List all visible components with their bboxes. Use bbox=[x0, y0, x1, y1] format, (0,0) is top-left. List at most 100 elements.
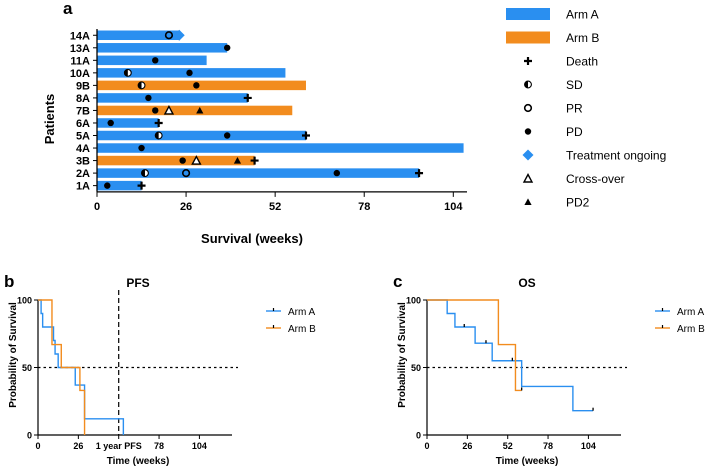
os-curve-arm-a bbox=[427, 299, 594, 412]
bar-3b bbox=[97, 155, 255, 166]
pfs-x-axis-label: Time (weeks) bbox=[107, 456, 170, 467]
x-tick-label-104: 104 bbox=[444, 201, 463, 213]
legend-ongoing-symbol bbox=[522, 149, 534, 161]
pfs-x-tick-label-104: 104 bbox=[192, 441, 207, 451]
panel-label-c: c bbox=[393, 272, 402, 291]
x-tick-label-0: 0 bbox=[94, 201, 100, 213]
event-pd2-3b bbox=[233, 156, 242, 164]
os-y-tick-label-100: 100 bbox=[406, 296, 421, 306]
legend-ongoing-label: Treatment ongoing bbox=[566, 149, 666, 163]
patient-label-11a: 11A bbox=[70, 55, 90, 67]
event-pd-1a bbox=[104, 182, 111, 189]
os-x-tick-label-0: 0 bbox=[424, 441, 429, 451]
patient-label-4a: 4A bbox=[76, 143, 90, 155]
patient-label-9b: 9B bbox=[76, 80, 90, 92]
event-sd-2a-half bbox=[141, 169, 145, 177]
swimmer-y-axis-label: Patients bbox=[42, 94, 57, 145]
pfs-panel: b PFS Probability of Survival Time (week… bbox=[4, 272, 316, 467]
os-y-tick-label-50: 50 bbox=[411, 363, 421, 373]
os-legend-label-arm-b: Arm B bbox=[677, 324, 705, 335]
legend-sd-symbol-half bbox=[524, 81, 528, 88]
event-pd-9b bbox=[193, 82, 200, 89]
pfs-y-tick-label-50: 50 bbox=[22, 363, 32, 373]
event-death-5a bbox=[301, 131, 310, 140]
event-pr-2a bbox=[181, 168, 191, 178]
pfs-plot: 0 50 100 0 26 1 year PFS 78 104 Arm A Arm B bbox=[17, 290, 316, 451]
event-pd-2a bbox=[333, 169, 341, 177]
os-y-axis-label: Probability of Survival bbox=[397, 302, 408, 408]
os-x-tick-label-52: 52 bbox=[503, 441, 513, 451]
event-pd-5a bbox=[223, 132, 231, 139]
swimmer-events bbox=[104, 29, 424, 190]
pfs-y-tick-label-100: 100 bbox=[17, 296, 32, 306]
os-x-axis-label: Time (weeks) bbox=[496, 456, 559, 467]
event-crossover-3b bbox=[191, 155, 202, 165]
swimmer-x-axis-label: Survival (weeks) bbox=[201, 231, 303, 246]
legend-arm_a-swatch bbox=[506, 8, 550, 20]
event-death-3b bbox=[250, 156, 259, 165]
swimmer-axes: 0 26 52 78 104 bbox=[93, 29, 467, 213]
patient-label-1a: 1A bbox=[76, 181, 90, 193]
bar-1a bbox=[97, 180, 142, 191]
os-title: OS bbox=[518, 276, 535, 290]
patient-label-7b: 7B bbox=[76, 105, 90, 117]
pfs-y-tick-label-0: 0 bbox=[27, 431, 32, 441]
legend-pd-symbol bbox=[524, 128, 532, 135]
event-pd-4a bbox=[138, 144, 145, 152]
bar-13a bbox=[97, 43, 228, 53]
legend-sd-label: SD bbox=[566, 78, 583, 92]
x-tick-label-52: 52 bbox=[269, 201, 281, 213]
bar-6a bbox=[97, 118, 159, 128]
event-sd-5a-half bbox=[155, 132, 159, 139]
panel-label-a: a bbox=[63, 0, 73, 18]
patient-label-13a: 13A bbox=[70, 43, 90, 55]
pfs-x-tick-label-0: 0 bbox=[35, 441, 40, 451]
os-y-tick-label-0: 0 bbox=[416, 431, 421, 441]
os-panel: c OS Probability of Survival Time (weeks… bbox=[393, 272, 705, 467]
bar-2a bbox=[97, 168, 420, 178]
event-pd-3b bbox=[179, 157, 186, 164]
pfs-x-tick-label-1-year-pfs: 1 year PFS bbox=[96, 441, 142, 451]
event-death-8a bbox=[243, 93, 252, 102]
x-tick-label-78: 78 bbox=[358, 201, 370, 213]
event-pr-14a bbox=[164, 31, 174, 40]
legend-pd-label: PD bbox=[566, 125, 583, 139]
legend-arm_a-label: Arm A bbox=[566, 8, 599, 22]
event-sd-9b-half bbox=[138, 81, 142, 89]
os-plot: 0 50 100 0 26 52 78 104 Arm A Arm B bbox=[406, 296, 705, 452]
event-pd-8a bbox=[145, 94, 152, 102]
legend-death-symbol bbox=[524, 57, 532, 65]
legend-crossover-symbol bbox=[522, 173, 534, 183]
bar-7b bbox=[97, 105, 293, 116]
pfs-y-axis-label: Probability of Survival bbox=[8, 302, 19, 408]
event-pd-6a bbox=[107, 119, 114, 127]
pfs-x-tick-label-26: 26 bbox=[73, 441, 83, 451]
pfs-title: PFS bbox=[126, 276, 149, 290]
legend-pd2-label: PD2 bbox=[566, 196, 590, 210]
x-tick-label-26: 26 bbox=[180, 201, 192, 213]
bar-4a bbox=[97, 143, 464, 153]
panel-label-b: b bbox=[4, 272, 14, 291]
legend-death-label: Death bbox=[566, 55, 598, 69]
swimmer-plot-panel: a Patients Survival (weeks) 14A13A11A10A… bbox=[42, 0, 666, 246]
pfs-curve-arm-b bbox=[38, 299, 86, 435]
patient-label-8a: 8A bbox=[76, 93, 90, 105]
event-pd2-7b bbox=[196, 106, 204, 114]
pfs-x-tick-label-78: 78 bbox=[154, 441, 164, 451]
event-pd-7b bbox=[152, 107, 159, 114]
pfs-legend-label-arm-b: Arm B bbox=[288, 324, 316, 335]
bar-5a bbox=[97, 130, 306, 141]
patient-label-14a: 14A bbox=[70, 30, 90, 42]
os-legend-label-arm-a: Arm A bbox=[677, 307, 705, 318]
pfs-legend-label-arm-a: Arm A bbox=[288, 307, 316, 318]
event-pd-13a bbox=[223, 44, 231, 51]
legend-pr-label: PR bbox=[566, 102, 583, 116]
event-death-6a bbox=[154, 118, 163, 127]
bar-9b bbox=[97, 80, 306, 91]
legend-pd2-symbol bbox=[524, 198, 532, 205]
swimmer-legend: Arm A Arm B Death SD PR PD Treatment ongoing Cr… bbox=[506, 8, 666, 210]
event-sd-10a-half bbox=[124, 69, 128, 77]
event-ongoing-14a bbox=[173, 29, 185, 41]
bar-8a bbox=[97, 93, 248, 103]
